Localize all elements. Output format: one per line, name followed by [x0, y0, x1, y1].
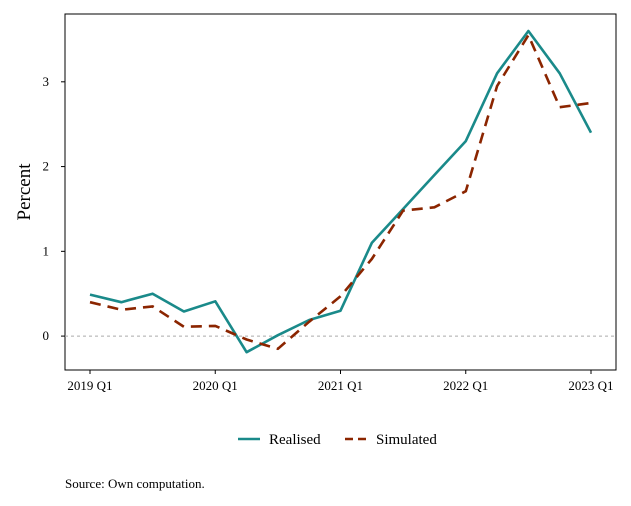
legend-label-simulated: Simulated: [376, 432, 437, 448]
series-lines: [89, 29, 593, 354]
x-tick-label: 2022 Q1: [443, 378, 488, 393]
plot-frame: [64, 13, 617, 371]
series-line-realised: [89, 29, 593, 354]
y-tick-label: 3: [43, 74, 50, 89]
y-tick-label: 0: [43, 328, 50, 343]
x-axis-ticks: 2019 Q1 2020 Q1 2021 Q1 2022 Q1 2023 Q1: [67, 370, 614, 393]
y-axis-ticks: 0 1 2 3: [43, 74, 65, 343]
x-tick-label: 2019 Q1: [67, 378, 112, 393]
source-note: Source: Own computation.: [65, 476, 205, 491]
legend: Realised Simulated: [238, 432, 437, 448]
x-tick-label: 2021 Q1: [318, 378, 363, 393]
x-tick-label: 2023 Q1: [568, 378, 613, 393]
series-line-simulated: [89, 33, 592, 351]
y-axis-title: Percent: [14, 163, 35, 221]
y-tick-label: 2: [43, 159, 50, 174]
legend-label-realised: Realised: [269, 432, 321, 448]
x-tick-label: 2020 Q1: [193, 378, 238, 393]
y-tick-label: 1: [43, 243, 50, 258]
